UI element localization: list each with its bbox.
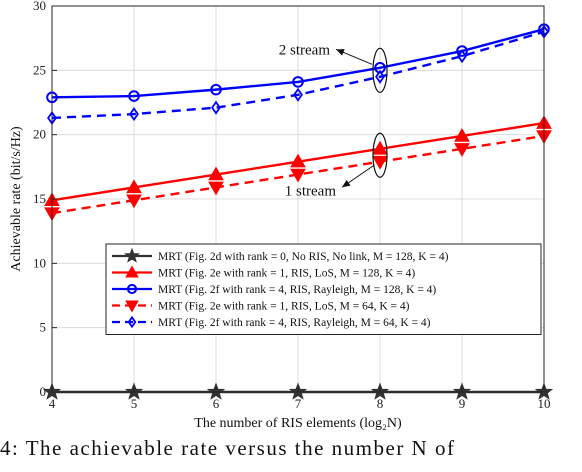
x-tick-label: 6 xyxy=(213,396,220,411)
legend-entry: MRT (Fig. 2e with rank = 1, RIS, LoS, M … xyxy=(112,301,410,313)
y-tick-label: 30 xyxy=(33,0,46,13)
series-line xyxy=(51,30,545,120)
x-tick-label: 7 xyxy=(295,396,302,411)
legend-label: MRT (Fig. 2f with rank = 4, RIS, Rayleig… xyxy=(158,284,436,296)
chart: 4 5 6 7 8 9 10 0 5 10 15 20 25 30 The number of RIS e… xyxy=(9,0,554,431)
annotation-ellipse xyxy=(372,47,388,93)
data-point-diamond xyxy=(375,69,385,84)
data-point-triangle-down xyxy=(372,155,388,170)
legend: MRT (Fig. 2d with rank = 0, No RIS, No l… xyxy=(105,243,542,335)
tick-labels: 4 5 6 7 8 9 10 0 5 10 15 20 25 30 xyxy=(33,0,551,411)
y-tick-label: 5 xyxy=(40,320,47,335)
x-tick-label: 5 xyxy=(131,396,138,411)
y-tick-label: 15 xyxy=(33,191,46,206)
legend-entry: MRT (Fig. 2d with rank = 0, No RIS, No l… xyxy=(112,247,449,263)
x-tick-label: 4 xyxy=(49,396,56,411)
annotation-label: 2 stream xyxy=(279,42,331,58)
data-point-triangle-up xyxy=(454,127,470,142)
legend-entry: MRT (Fig. 2f with rank = 4, RIS, Rayleig… xyxy=(112,315,431,329)
annotations: 2 stream 1 stream xyxy=(279,42,388,199)
data-point-triangle-down xyxy=(126,194,142,209)
legend-label: MRT (Fig. 2f with rank = 4, RIS, Rayleig… xyxy=(158,317,431,329)
y-axis-label: Achievable rate (bit/s/Hz) xyxy=(9,126,24,272)
data-point-circle xyxy=(210,83,222,96)
x-tick-label: 9 xyxy=(459,396,466,411)
y-tick-label: 25 xyxy=(33,62,46,77)
data-point-circle xyxy=(292,76,304,88)
data-point-diamond xyxy=(293,87,303,102)
data-point-diamond xyxy=(129,107,139,122)
data-point-circle xyxy=(128,90,140,102)
annotation-arrowhead xyxy=(336,49,345,56)
data-point-triangle-up xyxy=(126,179,142,194)
x-tick-label: 8 xyxy=(377,396,384,411)
legend-label: MRT (Fig. 2e with rank = 1, RIS, LoS, M … xyxy=(158,268,415,280)
x-tick-label: 10 xyxy=(538,396,551,411)
legend-box xyxy=(105,243,542,335)
data-point-circle xyxy=(456,45,468,57)
y-tick-label: 20 xyxy=(33,127,46,142)
annotation-label: 1 stream xyxy=(285,183,337,199)
data-point-star xyxy=(124,247,140,263)
data-point-diamond xyxy=(457,49,467,64)
data-point-triangle-up xyxy=(208,166,224,181)
data-point-triangle-up xyxy=(290,153,306,168)
legend-label: MRT (Fig. 2d with rank = 0, No RIS, No l… xyxy=(158,251,449,263)
data-point-triangle-down xyxy=(125,300,139,313)
legend-entry: MRT (Fig. 2f with rank = 4, RIS, Rayleig… xyxy=(112,283,436,296)
annotation-ellipse xyxy=(372,132,388,178)
y-tick-label: 10 xyxy=(33,255,46,270)
annotation-arrowhead xyxy=(342,179,351,188)
series xyxy=(44,130,552,222)
legend-entry: MRT (Fig. 2e with rank = 1, RIS, LoS, M … xyxy=(112,265,415,280)
legend-label: MRT (Fig. 2e with rank = 1, RIS, LoS, M … xyxy=(158,301,410,313)
data-point-triangle-up xyxy=(372,140,388,155)
figure-caption: 4: The achievable rate versus the number… xyxy=(0,436,456,460)
data-point-triangle-up xyxy=(125,265,139,278)
data-point-triangle-down xyxy=(454,143,470,157)
x-axis-label: The number of RIS elements (log₂N) xyxy=(194,416,402,431)
y-tick-label: 0 xyxy=(40,384,47,399)
data-point-diamond xyxy=(127,315,137,329)
data-point-diamond xyxy=(211,100,221,115)
data-point-triangle-down xyxy=(208,181,224,196)
data-point-triangle-down xyxy=(290,168,306,183)
data-point-circle xyxy=(126,283,138,295)
